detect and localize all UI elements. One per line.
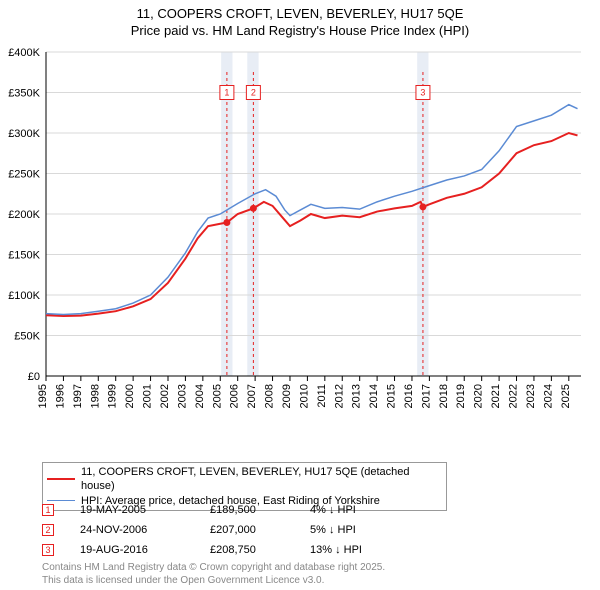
chart-title: 11, COOPERS CROFT, LEVEN, BEVERLEY, HU17… [0, 0, 600, 40]
sale-diff: 5% ↓ HPI [310, 524, 400, 536]
svg-text:£250K: £250K [8, 169, 40, 181]
svg-text:2012: 2012 [333, 384, 345, 408]
svg-text:2016: 2016 [403, 384, 415, 408]
svg-text:2004: 2004 [194, 384, 206, 408]
svg-text:2023: 2023 [525, 384, 537, 408]
svg-text:1999: 1999 [107, 384, 119, 408]
line-chart: £0£50K£100K£150K£200K£250K£300K£350K£400… [40, 48, 585, 418]
sale-marker: 3 [42, 544, 54, 556]
title-line-2: Price paid vs. HM Land Registry's House … [131, 23, 469, 38]
sale-date: 19-AUG-2016 [80, 544, 210, 556]
svg-text:£300K: £300K [8, 128, 40, 140]
legend-item: 11, COOPERS CROFT, LEVEN, BEVERLEY, HU17… [47, 465, 442, 494]
sale-date: 19-MAY-2005 [80, 504, 210, 516]
svg-text:£400K: £400K [8, 47, 40, 59]
svg-text:2009: 2009 [281, 384, 293, 408]
svg-text:£200K: £200K [8, 209, 40, 221]
svg-text:2: 2 [251, 88, 256, 98]
svg-text:2025: 2025 [560, 384, 572, 408]
sale-price: £208,750 [210, 544, 310, 556]
sale-row: 2 24-NOV-2006£207,0005% ↓ HPI [42, 520, 400, 540]
svg-text:1995: 1995 [37, 384, 49, 408]
svg-text:2005: 2005 [211, 384, 223, 408]
svg-text:2014: 2014 [368, 384, 380, 408]
svg-text:2024: 2024 [542, 384, 554, 408]
chart-area: £0£50K£100K£150K£200K£250K£300K£350K£400… [40, 48, 585, 418]
sale-row: 3 19-AUG-2016£208,75013% ↓ HPI [42, 540, 400, 560]
svg-text:£100K: £100K [8, 290, 40, 302]
legend-swatch [47, 478, 75, 480]
sale-price: £189,500 [210, 504, 310, 516]
legend-label: 11, COOPERS CROFT, LEVEN, BEVERLEY, HU17… [81, 465, 442, 494]
sale-diff: 13% ↓ HPI [310, 544, 400, 556]
sale-price: £207,000 [210, 524, 310, 536]
svg-text:2002: 2002 [159, 384, 171, 408]
svg-text:2011: 2011 [316, 384, 328, 408]
svg-text:2001: 2001 [142, 384, 154, 408]
footer-line-2: This data is licensed under the Open Gov… [42, 575, 324, 586]
svg-text:2000: 2000 [124, 384, 136, 408]
svg-text:£50K: £50K [14, 331, 40, 343]
sale-marker: 1 [42, 504, 54, 516]
svg-text:2008: 2008 [264, 384, 276, 408]
svg-text:2017: 2017 [420, 384, 432, 408]
svg-text:2022: 2022 [508, 384, 520, 408]
chart-container: 11, COOPERS CROFT, LEVEN, BEVERLEY, HU17… [0, 0, 600, 590]
svg-text:2018: 2018 [438, 384, 450, 408]
sale-marker: 2 [42, 524, 54, 536]
footer-line-1: Contains HM Land Registry data © Crown c… [42, 562, 385, 573]
sale-row: 1 19-MAY-2005£189,5004% ↓ HPI [42, 500, 400, 520]
svg-text:1996: 1996 [54, 384, 66, 408]
svg-text:£0: £0 [28, 371, 40, 383]
svg-text:2007: 2007 [246, 384, 258, 408]
svg-text:2019: 2019 [455, 384, 467, 408]
svg-text:2010: 2010 [298, 384, 310, 408]
sale-date: 24-NOV-2006 [80, 524, 210, 536]
svg-text:2015: 2015 [386, 384, 398, 408]
title-line-1: 11, COOPERS CROFT, LEVEN, BEVERLEY, HU17… [137, 6, 464, 21]
sales-table: 1 19-MAY-2005£189,5004% ↓ HPI 2 24-NOV-2006… [42, 500, 400, 560]
svg-text:2020: 2020 [473, 384, 485, 408]
svg-text:2003: 2003 [176, 384, 188, 408]
svg-text:2013: 2013 [351, 384, 363, 408]
sale-diff: 4% ↓ HPI [310, 504, 400, 516]
svg-text:1998: 1998 [89, 384, 101, 408]
svg-text:1997: 1997 [72, 384, 84, 408]
svg-text:2006: 2006 [229, 384, 241, 408]
svg-text:£150K: £150K [8, 250, 40, 262]
svg-text:2021: 2021 [490, 384, 502, 408]
footer-attribution: Contains HM Land Registry data © Crown c… [42, 562, 385, 587]
svg-text:1: 1 [224, 88, 229, 98]
svg-text:3: 3 [420, 88, 425, 98]
svg-text:£350K: £350K [8, 88, 40, 100]
